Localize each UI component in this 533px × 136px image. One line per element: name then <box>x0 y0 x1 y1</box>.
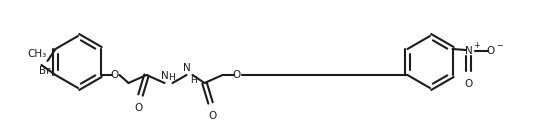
Text: N: N <box>465 46 472 56</box>
Text: O: O <box>134 103 143 113</box>
Text: +: + <box>473 41 480 50</box>
Text: O: O <box>208 111 216 121</box>
Text: O: O <box>487 46 495 56</box>
Text: −: − <box>497 41 503 50</box>
Text: Br: Br <box>39 66 50 76</box>
Text: O: O <box>232 70 240 80</box>
Text: H: H <box>190 76 197 85</box>
Text: O: O <box>110 70 119 80</box>
Text: N: N <box>160 71 168 81</box>
Text: N: N <box>183 63 190 73</box>
Text: H: H <box>168 73 175 82</box>
Text: O: O <box>464 79 473 89</box>
Text: CH₃: CH₃ <box>28 49 47 59</box>
